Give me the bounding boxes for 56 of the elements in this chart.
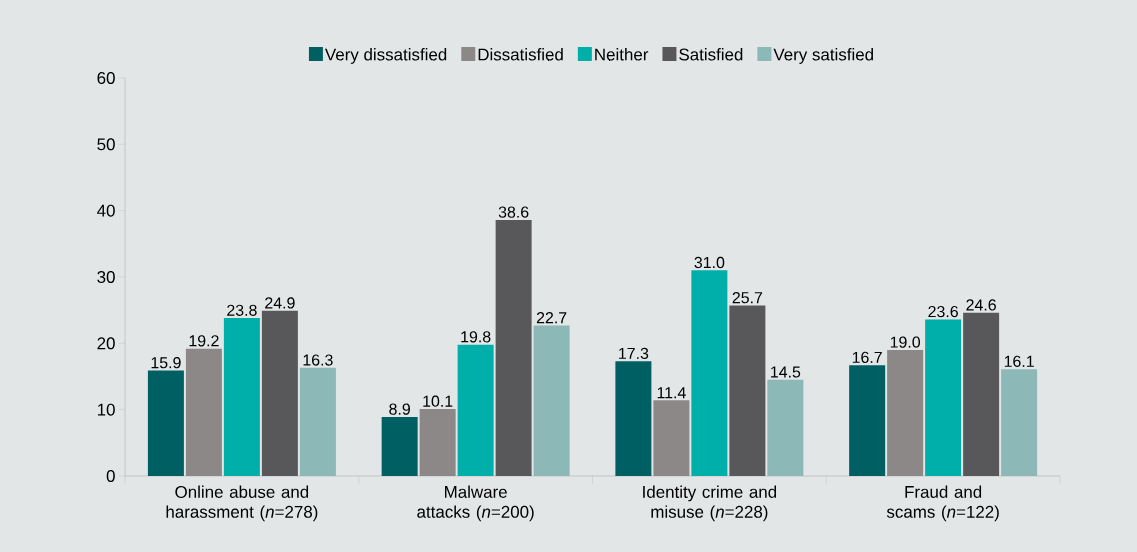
data-label: 19.0 (890, 336, 921, 348)
x-tick-label: Identity crime and misuse (n=228) (643, 485, 777, 522)
y-tick-label: 30 (97, 270, 115, 283)
y-tick-label: 60 (97, 71, 115, 84)
legend-label: Very dissatisfied (324, 48, 447, 64)
x-tick-label: Fraud and scams (n=122) (886, 485, 999, 522)
legend-label: Very satisfied (773, 48, 873, 64)
data-label: 15.9 (151, 357, 181, 369)
data-label: 23.8 (227, 304, 257, 316)
bar (261, 310, 298, 476)
y-tick-label: 50 (97, 138, 115, 151)
bar (887, 349, 924, 476)
data-label: 38.6 (498, 206, 529, 218)
bar (419, 408, 456, 476)
bar (653, 400, 690, 476)
data-label: 16.3 (303, 354, 333, 366)
bar (147, 370, 184, 476)
bar (729, 305, 766, 476)
data-label: 24.9 (265, 297, 295, 309)
bar (495, 219, 532, 476)
bar (457, 344, 494, 476)
y-tick-label: 20 (97, 337, 115, 350)
data-label: 11.4 (657, 387, 686, 399)
bar (1001, 369, 1038, 476)
bar (185, 348, 222, 476)
y-tick-label: 10 (97, 403, 115, 416)
bar (767, 379, 804, 476)
bar (381, 416, 418, 476)
data-label: 24.6 (966, 299, 996, 311)
data-label: 25.7 (732, 292, 763, 304)
data-label: 17.3 (619, 347, 649, 360)
data-label: 8.9 (389, 403, 410, 415)
bar (223, 318, 260, 476)
y-tick-label: 0 (106, 469, 115, 482)
x-tick-label: Online abuse and harassment (n=278) (166, 485, 318, 522)
legend-label: Satisfied (679, 48, 743, 61)
legend-label: Dissatisfied (478, 48, 563, 61)
data-label: 19.2 (189, 335, 219, 347)
bar (615, 361, 652, 476)
data-label: 19.8 (461, 331, 491, 343)
data-label: 31.0 (694, 256, 725, 269)
bar (925, 319, 962, 476)
bar (533, 325, 570, 476)
data-label: 23.6 (928, 305, 958, 318)
x-tick-label: Malware attacks (n=200) (417, 485, 534, 522)
y-tick-label: 40 (97, 204, 115, 217)
data-label: 22.7 (536, 312, 567, 324)
legend-label: Neither (595, 48, 649, 61)
bar (691, 270, 728, 476)
data-label: 14.5 (771, 366, 801, 378)
bar (849, 365, 886, 476)
data-label: 16.1 (1004, 355, 1034, 367)
bar (963, 312, 1000, 476)
data-label: 10.1 (423, 395, 453, 407)
bar (299, 367, 336, 476)
data-label: 16.7 (852, 351, 882, 364)
